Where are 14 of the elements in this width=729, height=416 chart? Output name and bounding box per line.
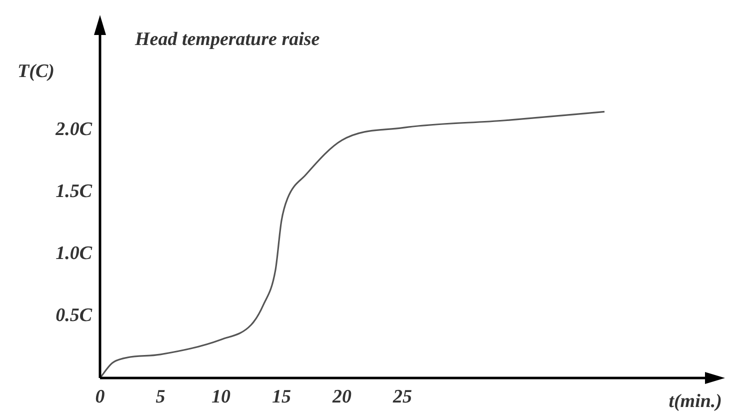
y-tick-label: 2.0C: [54, 119, 92, 140]
y-tick-label: 1.0C: [56, 243, 92, 264]
x-tick-label: 15: [272, 386, 292, 408]
y-axis-title: T(C): [18, 60, 54, 82]
chart-title: Head temperature raise: [134, 28, 320, 50]
line-series: [100, 110, 606, 378]
x-tick-label: 0: [95, 386, 106, 408]
y-tick-label: 0.5C: [56, 304, 92, 326]
y-tick-label: 1.5C: [56, 181, 92, 202]
x-tick-label: 10: [211, 386, 231, 408]
x-tick-label: 20: [331, 386, 352, 408]
x-tick-label: 5: [156, 386, 166, 408]
x-axis-title: t(min.): [668, 390, 722, 412]
x-tick-label: 25: [392, 386, 412, 408]
